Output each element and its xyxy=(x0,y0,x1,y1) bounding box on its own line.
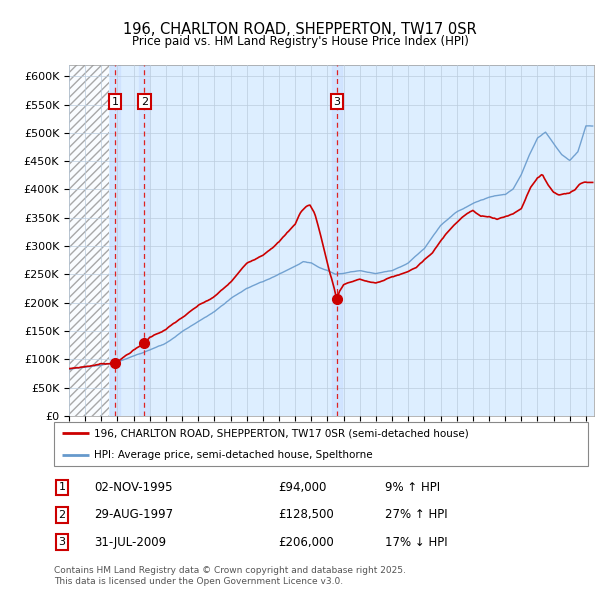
Text: 02-NOV-1995: 02-NOV-1995 xyxy=(94,481,173,494)
Text: 2: 2 xyxy=(58,510,65,520)
Text: 1: 1 xyxy=(112,97,118,107)
Text: 196, CHARLTON ROAD, SHEPPERTON, TW17 0SR: 196, CHARLTON ROAD, SHEPPERTON, TW17 0SR xyxy=(123,22,477,37)
Bar xyxy=(69,65,109,416)
Text: £128,500: £128,500 xyxy=(278,508,334,522)
Text: 17% ↓ HPI: 17% ↓ HPI xyxy=(385,536,448,549)
Text: 9% ↑ HPI: 9% ↑ HPI xyxy=(385,481,440,494)
Text: Price paid vs. HM Land Registry's House Price Index (HPI): Price paid vs. HM Land Registry's House … xyxy=(131,35,469,48)
Bar xyxy=(332,65,341,416)
Text: 3: 3 xyxy=(334,97,340,107)
Text: Contains HM Land Registry data © Crown copyright and database right 2025.
This d: Contains HM Land Registry data © Crown c… xyxy=(54,566,406,586)
Text: 2: 2 xyxy=(141,97,148,107)
Text: 1: 1 xyxy=(59,483,65,493)
Bar xyxy=(139,65,149,416)
FancyBboxPatch shape xyxy=(54,422,588,466)
Text: 29-AUG-1997: 29-AUG-1997 xyxy=(94,508,173,522)
Text: £94,000: £94,000 xyxy=(278,481,326,494)
Bar xyxy=(110,65,120,416)
Text: 3: 3 xyxy=(59,537,65,547)
Text: 27% ↑ HPI: 27% ↑ HPI xyxy=(385,508,448,522)
Text: £206,000: £206,000 xyxy=(278,536,334,549)
Text: 31-JUL-2009: 31-JUL-2009 xyxy=(94,536,166,549)
Text: 196, CHARLTON ROAD, SHEPPERTON, TW17 0SR (semi-detached house): 196, CHARLTON ROAD, SHEPPERTON, TW17 0SR… xyxy=(94,428,469,438)
Text: HPI: Average price, semi-detached house, Spelthorne: HPI: Average price, semi-detached house,… xyxy=(94,450,373,460)
